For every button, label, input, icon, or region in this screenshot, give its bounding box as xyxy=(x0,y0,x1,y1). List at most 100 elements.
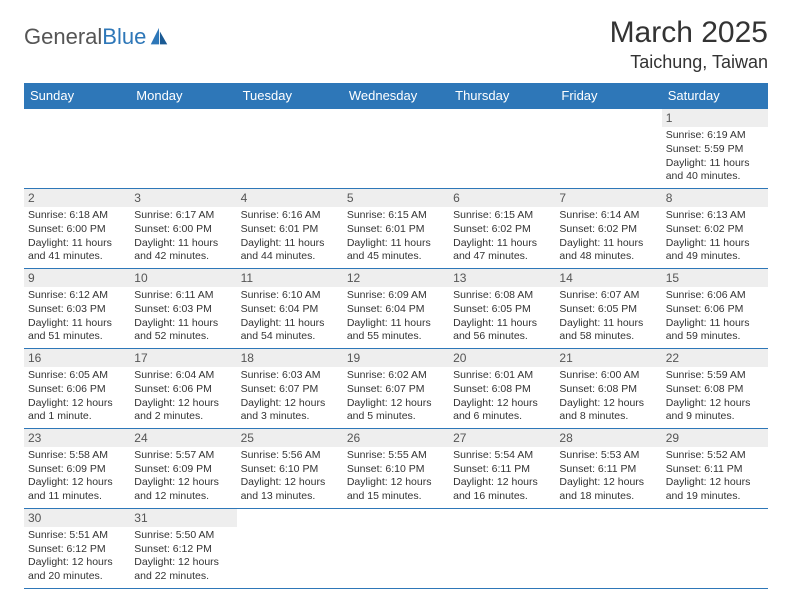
daylight-text: Daylight: 12 hours and 20 minutes. xyxy=(28,556,126,583)
calendar-row: 16Sunrise: 6:05 AMSunset: 6:06 PMDayligh… xyxy=(24,348,768,428)
sunrise-text: Sunrise: 6:01 AM xyxy=(453,369,551,383)
sunrise-text: Sunrise: 6:08 AM xyxy=(453,289,551,303)
daylight-text: Daylight: 12 hours and 18 minutes. xyxy=(559,476,657,503)
sunrise-text: Sunrise: 6:10 AM xyxy=(241,289,339,303)
calendar-cell: 4Sunrise: 6:16 AMSunset: 6:01 PMDaylight… xyxy=(237,188,343,268)
calendar-table: Sunday Monday Tuesday Wednesday Thursday… xyxy=(24,83,768,589)
day-info: Sunrise: 6:17 AMSunset: 6:00 PMDaylight:… xyxy=(130,207,236,268)
weekday-header: Friday xyxy=(555,83,661,109)
daylight-text: Daylight: 11 hours and 42 minutes. xyxy=(134,237,232,264)
day-number: 23 xyxy=(24,429,130,447)
calendar-cell: 17Sunrise: 6:04 AMSunset: 6:06 PMDayligh… xyxy=(130,348,236,428)
calendar-cell: 2Sunrise: 6:18 AMSunset: 6:00 PMDaylight… xyxy=(24,188,130,268)
daylight-text: Daylight: 12 hours and 3 minutes. xyxy=(241,397,339,424)
daylight-text: Daylight: 12 hours and 11 minutes. xyxy=(28,476,126,503)
calendar-cell: 20Sunrise: 6:01 AMSunset: 6:08 PMDayligh… xyxy=(449,348,555,428)
day-number: 6 xyxy=(449,189,555,207)
day-number: 31 xyxy=(130,509,236,527)
day-number: 8 xyxy=(662,189,768,207)
sunset-text: Sunset: 6:01 PM xyxy=(241,223,339,237)
calendar-cell: 12Sunrise: 6:09 AMSunset: 6:04 PMDayligh… xyxy=(343,268,449,348)
day-number: 26 xyxy=(343,429,449,447)
sunrise-text: Sunrise: 6:15 AM xyxy=(453,209,551,223)
sunset-text: Sunset: 6:08 PM xyxy=(453,383,551,397)
daylight-text: Daylight: 12 hours and 19 minutes. xyxy=(666,476,764,503)
day-number: 7 xyxy=(555,189,661,207)
weekday-header: Tuesday xyxy=(237,83,343,109)
day-info: Sunrise: 6:05 AMSunset: 6:06 PMDaylight:… xyxy=(24,367,130,428)
sunrise-text: Sunrise: 5:57 AM xyxy=(134,449,232,463)
sunrise-text: Sunrise: 5:51 AM xyxy=(28,529,126,543)
sunrise-text: Sunrise: 6:18 AM xyxy=(28,209,126,223)
sunrise-text: Sunrise: 5:55 AM xyxy=(347,449,445,463)
calendar-cell xyxy=(662,508,768,588)
day-number: 1 xyxy=(662,109,768,127)
sunset-text: Sunset: 6:02 PM xyxy=(666,223,764,237)
daylight-text: Daylight: 12 hours and 8 minutes. xyxy=(559,397,657,424)
day-number: 13 xyxy=(449,269,555,287)
page-subtitle: Taichung, Taiwan xyxy=(610,52,768,73)
sunset-text: Sunset: 6:06 PM xyxy=(666,303,764,317)
title-block: March 2025 Taichung, Taiwan xyxy=(610,16,768,73)
day-info: Sunrise: 5:58 AMSunset: 6:09 PMDaylight:… xyxy=(24,447,130,508)
day-info: Sunrise: 5:54 AMSunset: 6:11 PMDaylight:… xyxy=(449,447,555,508)
calendar-cell: 23Sunrise: 5:58 AMSunset: 6:09 PMDayligh… xyxy=(24,428,130,508)
calendar-cell: 18Sunrise: 6:03 AMSunset: 6:07 PMDayligh… xyxy=(237,348,343,428)
sunrise-text: Sunrise: 6:12 AM xyxy=(28,289,126,303)
calendar-cell: 22Sunrise: 5:59 AMSunset: 6:08 PMDayligh… xyxy=(662,348,768,428)
calendar-row: 1Sunrise: 6:19 AMSunset: 5:59 PMDaylight… xyxy=(24,109,768,189)
day-number: 17 xyxy=(130,349,236,367)
sunrise-text: Sunrise: 6:05 AM xyxy=(28,369,126,383)
sunrise-text: Sunrise: 6:02 AM xyxy=(347,369,445,383)
day-info: Sunrise: 6:09 AMSunset: 6:04 PMDaylight:… xyxy=(343,287,449,348)
daylight-text: Daylight: 11 hours and 58 minutes. xyxy=(559,317,657,344)
calendar-cell: 27Sunrise: 5:54 AMSunset: 6:11 PMDayligh… xyxy=(449,428,555,508)
sunset-text: Sunset: 6:11 PM xyxy=(666,463,764,477)
daylight-text: Daylight: 11 hours and 55 minutes. xyxy=(347,317,445,344)
logo-blue: Blue xyxy=(102,24,146,49)
day-info: Sunrise: 5:51 AMSunset: 6:12 PMDaylight:… xyxy=(24,527,130,588)
day-number: 3 xyxy=(130,189,236,207)
sunset-text: Sunset: 6:11 PM xyxy=(559,463,657,477)
sunrise-text: Sunrise: 6:07 AM xyxy=(559,289,657,303)
day-number: 19 xyxy=(343,349,449,367)
sunset-text: Sunset: 6:12 PM xyxy=(134,543,232,557)
sunrise-text: Sunrise: 5:56 AM xyxy=(241,449,339,463)
sunset-text: Sunset: 6:08 PM xyxy=(559,383,657,397)
sunset-text: Sunset: 6:01 PM xyxy=(347,223,445,237)
day-info: Sunrise: 5:52 AMSunset: 6:11 PMDaylight:… xyxy=(662,447,768,508)
day-info: Sunrise: 6:18 AMSunset: 6:00 PMDaylight:… xyxy=(24,207,130,268)
day-info: Sunrise: 6:08 AMSunset: 6:05 PMDaylight:… xyxy=(449,287,555,348)
logo-text: GeneralBlue xyxy=(24,24,146,50)
daylight-text: Daylight: 11 hours and 47 minutes. xyxy=(453,237,551,264)
day-number: 29 xyxy=(662,429,768,447)
calendar-row: 2Sunrise: 6:18 AMSunset: 6:00 PMDaylight… xyxy=(24,188,768,268)
sail-icon xyxy=(148,26,170,48)
sunset-text: Sunset: 6:11 PM xyxy=(453,463,551,477)
day-info: Sunrise: 6:07 AMSunset: 6:05 PMDaylight:… xyxy=(555,287,661,348)
calendar-cell xyxy=(130,109,236,189)
day-number: 5 xyxy=(343,189,449,207)
day-info: Sunrise: 5:55 AMSunset: 6:10 PMDaylight:… xyxy=(343,447,449,508)
daylight-text: Daylight: 11 hours and 51 minutes. xyxy=(28,317,126,344)
day-info: Sunrise: 6:02 AMSunset: 6:07 PMDaylight:… xyxy=(343,367,449,428)
day-info: Sunrise: 5:59 AMSunset: 6:08 PMDaylight:… xyxy=(662,367,768,428)
sunset-text: Sunset: 6:05 PM xyxy=(559,303,657,317)
logo: GeneralBlue xyxy=(24,24,170,50)
calendar-cell xyxy=(343,109,449,189)
sunrise-text: Sunrise: 6:13 AM xyxy=(666,209,764,223)
calendar-cell xyxy=(449,508,555,588)
day-info: Sunrise: 5:53 AMSunset: 6:11 PMDaylight:… xyxy=(555,447,661,508)
day-number: 21 xyxy=(555,349,661,367)
day-number: 16 xyxy=(24,349,130,367)
sunset-text: Sunset: 6:04 PM xyxy=(347,303,445,317)
sunrise-text: Sunrise: 6:19 AM xyxy=(666,129,764,143)
daylight-text: Daylight: 12 hours and 5 minutes. xyxy=(347,397,445,424)
daylight-text: Daylight: 11 hours and 41 minutes. xyxy=(28,237,126,264)
sunrise-text: Sunrise: 6:17 AM xyxy=(134,209,232,223)
daylight-text: Daylight: 12 hours and 13 minutes. xyxy=(241,476,339,503)
sunrise-text: Sunrise: 6:16 AM xyxy=(241,209,339,223)
calendar-row: 23Sunrise: 5:58 AMSunset: 6:09 PMDayligh… xyxy=(24,428,768,508)
daylight-text: Daylight: 11 hours and 45 minutes. xyxy=(347,237,445,264)
page-title: March 2025 xyxy=(610,16,768,50)
